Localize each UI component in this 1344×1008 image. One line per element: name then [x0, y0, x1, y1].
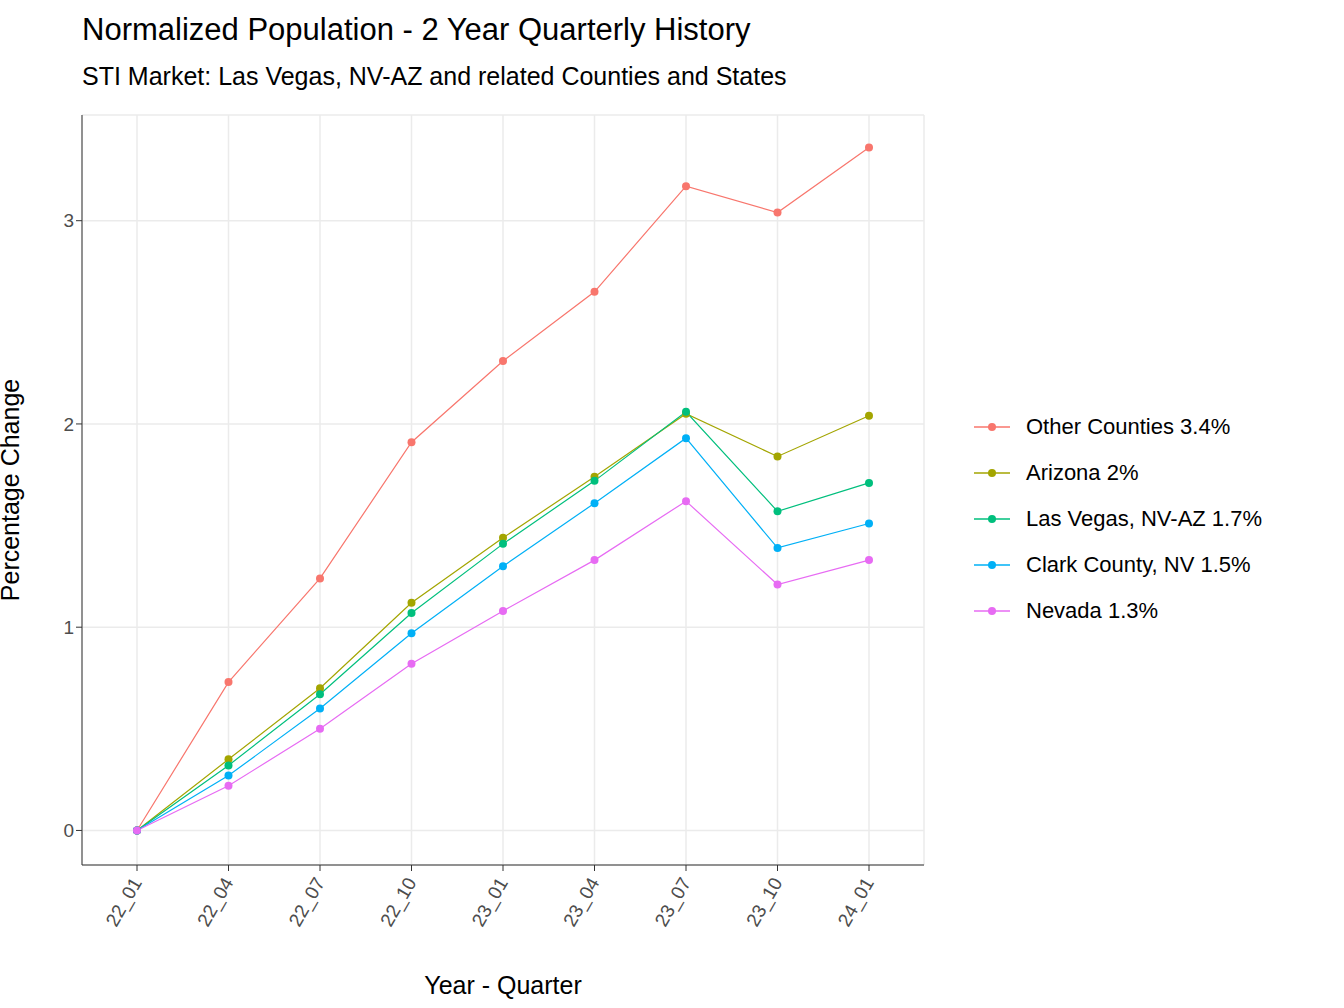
svg-text:22_04: 22_04	[193, 873, 239, 930]
svg-text:22_10: 22_10	[376, 874, 421, 931]
svg-text:23_01: 23_01	[467, 874, 512, 931]
svg-text:22_07: 22_07	[284, 874, 329, 931]
svg-text:Year - Quarter: Year - Quarter	[424, 971, 581, 999]
html-text:Las Vegas, NV-AZ 1.7%: Las Vegas, NV-AZ 1.7%	[1026, 506, 1262, 531]
svg-text:22_01: 22_01	[101, 874, 146, 931]
html-text:Arizona 2%: Arizona 2%	[1026, 460, 1139, 485]
html-text:Clark County, NV 1.5%: Clark County, NV 1.5%	[1026, 552, 1251, 577]
html-text:Other Counties 3.4%: Other Counties 3.4%	[1026, 414, 1231, 439]
svg-text:1: 1	[63, 617, 74, 638]
svg-text:0: 0	[63, 820, 74, 841]
svg-text:24_01: 24_01	[833, 874, 878, 931]
html-text:Normalized Population - 2 Year: Normalized Population - 2 Year Quarterly…	[82, 12, 751, 47]
html-text:Nevada 1.3%: Nevada 1.3%	[1026, 598, 1159, 623]
svg-text:23_04: 23_04	[559, 873, 605, 930]
svg-text:2: 2	[63, 414, 74, 435]
svg-text:3: 3	[63, 210, 74, 231]
svg-text:23_07: 23_07	[650, 874, 695, 931]
svg-text:Percentage Change: Percentage Change	[8, 379, 24, 601]
svg-text:23_10: 23_10	[742, 874, 787, 931]
html-text:STI Market: Las Vegas, NV-AZ a: STI Market: Las Vegas, NV-AZ and related…	[82, 62, 787, 90]
